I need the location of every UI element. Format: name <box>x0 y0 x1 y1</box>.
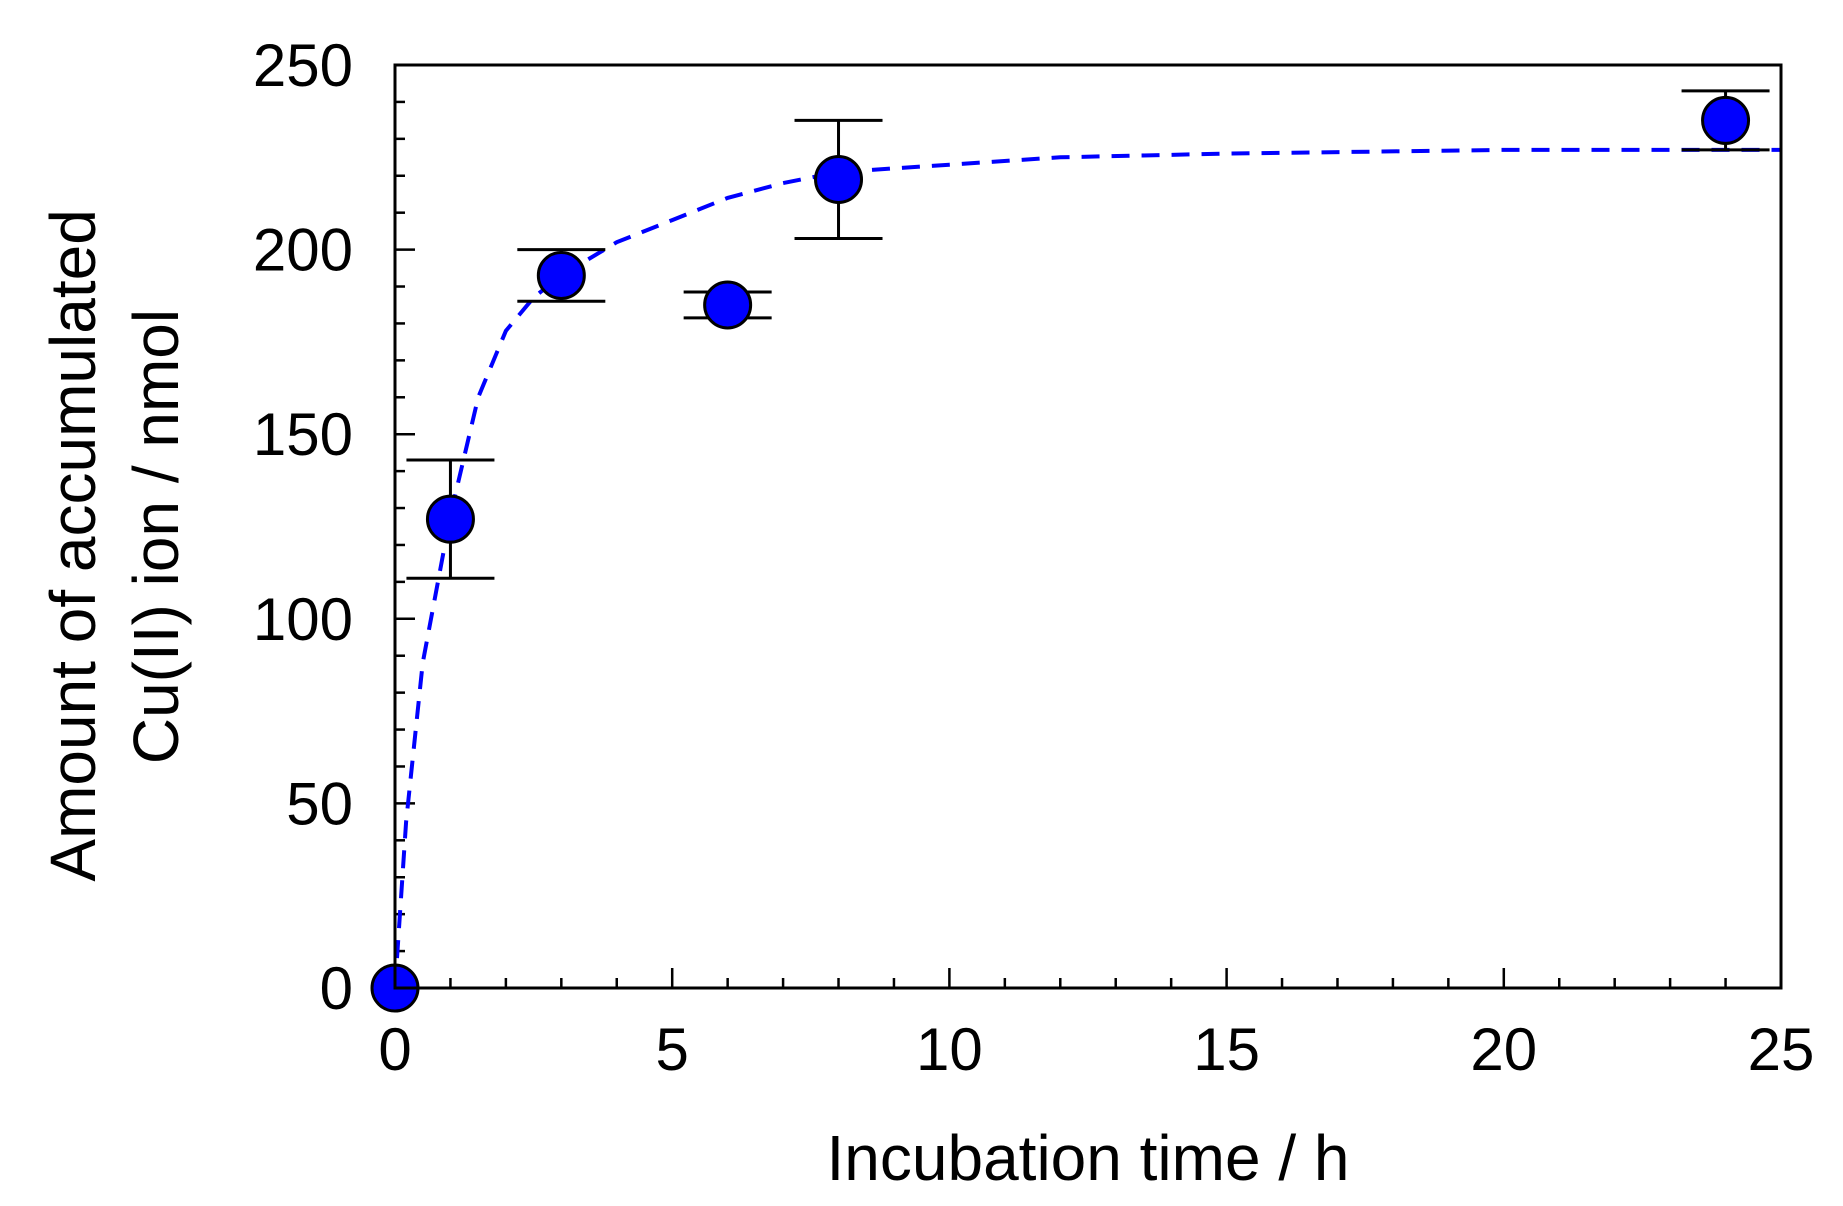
data-points-layer <box>370 95 1751 1013</box>
x-tick-label: 0 <box>378 1016 411 1083</box>
y-axis-title-line-2: Cu(II) ion / nmol <box>120 309 192 764</box>
y-tick-label: 250 <box>253 32 353 99</box>
x-axis-title: Incubation time / h <box>827 1122 1350 1194</box>
x-tick-label: 10 <box>916 1016 983 1083</box>
y-axis-title-line-1: Amount of accumulated <box>37 209 109 881</box>
x-tick-label: 5 <box>656 1016 689 1083</box>
y-tick-label: 100 <box>253 586 353 653</box>
data-point <box>536 250 586 300</box>
error-bars-layer <box>406 89 1770 580</box>
ticks-layer <box>393 63 1783 990</box>
y-tick-label: 0 <box>320 955 353 1022</box>
x-tick-label: 15 <box>1193 1016 1260 1083</box>
data-point <box>425 494 475 544</box>
y-tick-label: 200 <box>253 217 353 284</box>
plot-frame <box>393 63 1783 990</box>
x-tick-label: 20 <box>1470 1016 1537 1083</box>
fit-curve <box>393 147 1781 989</box>
data-point <box>1701 95 1751 145</box>
y-axis-title: Amount of accumulated Cu(II) ion / nmol <box>37 191 192 881</box>
fit-curve-layer <box>393 147 1781 989</box>
data-point <box>814 154 864 204</box>
data-point <box>703 280 753 330</box>
y-tick-label: 150 <box>253 401 353 468</box>
x-tick-label: 25 <box>1748 1016 1815 1083</box>
y-tick-label: 50 <box>286 770 353 837</box>
